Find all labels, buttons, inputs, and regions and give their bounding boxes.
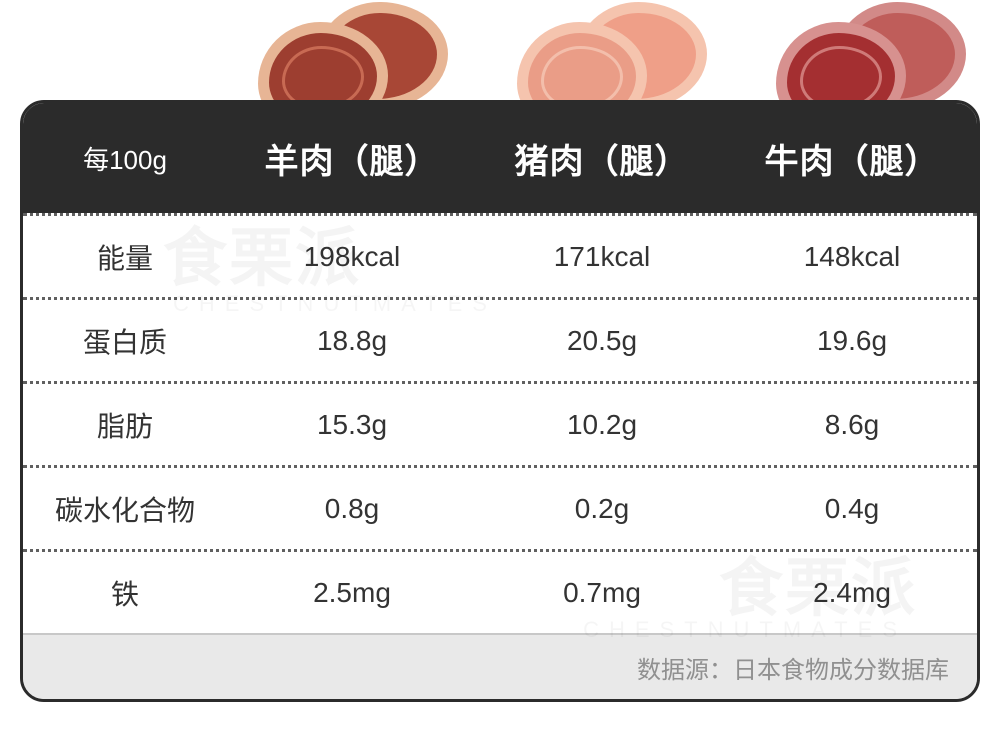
- table-body: 食栗派 CHESTNUTMATES 食栗派 CHESTNUTMATES 能量 1…: [23, 213, 977, 633]
- nutrition-table: 每100g 羊肉（腿） 猪肉（腿） 牛肉（腿） 食栗派 CHESTNUTMATE…: [20, 100, 980, 702]
- cell: 148kcal: [727, 241, 977, 273]
- row-energy: 能量 198kcal 171kcal 148kcal: [23, 213, 977, 297]
- cell: 0.4g: [727, 493, 977, 525]
- row-label: 铁: [111, 579, 139, 610]
- cell: 20.5g: [477, 325, 727, 357]
- column-header-pork: 猪肉（腿）: [515, 143, 690, 181]
- row-label: 碳水化合物: [55, 495, 195, 526]
- row-label: 脂肪: [97, 411, 153, 442]
- column-header-beef: 牛肉（腿）: [765, 143, 940, 181]
- row-protein: 蛋白质 18.8g 20.5g 19.6g: [23, 297, 977, 381]
- cell: 10.2g: [477, 409, 727, 441]
- data-source-label: 数据源：日本食物成分数据库: [637, 650, 949, 685]
- row-label: 蛋白质: [83, 327, 167, 358]
- table-header: 每100g 羊肉（腿） 猪肉（腿） 牛肉（腿）: [23, 103, 977, 213]
- cell: 18.8g: [227, 325, 477, 357]
- cell: 0.8g: [227, 493, 477, 525]
- column-header-lamb: 羊肉（腿）: [265, 143, 440, 181]
- row-label: 能量: [97, 243, 153, 274]
- cell: 2.4mg: [727, 577, 977, 609]
- cell: 15.3g: [227, 409, 477, 441]
- cell: 198kcal: [227, 241, 477, 273]
- cell: 2.5mg: [227, 577, 477, 609]
- cell: 19.6g: [727, 325, 977, 357]
- row-carbs: 碳水化合物 0.8g 0.2g 0.4g: [23, 465, 977, 549]
- cell: 171kcal: [477, 241, 727, 273]
- row-fat: 脂肪 15.3g 10.2g 8.6g: [23, 381, 977, 465]
- per-100g-label: 每100g: [83, 145, 167, 175]
- cell: 0.2g: [477, 493, 727, 525]
- data-source-footer: 数据源：日本食物成分数据库: [23, 633, 977, 699]
- cell: 8.6g: [727, 409, 977, 441]
- cell: 0.7mg: [477, 577, 727, 609]
- row-iron: 铁 2.5mg 0.7mg 2.4mg: [23, 549, 977, 633]
